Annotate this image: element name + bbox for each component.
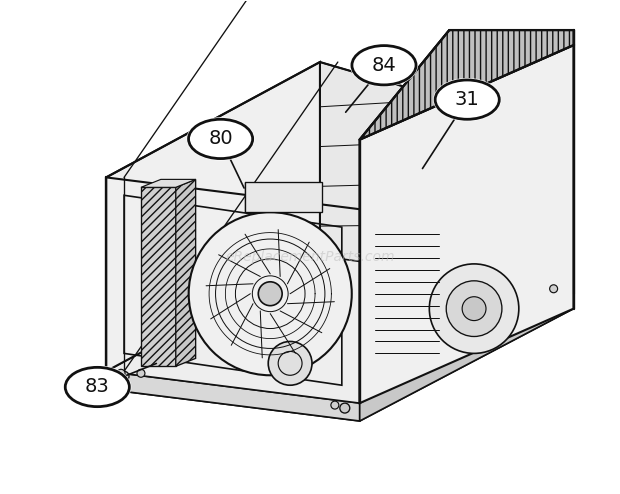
- Circle shape: [550, 285, 557, 293]
- Circle shape: [117, 370, 125, 377]
- Text: 80: 80: [208, 129, 233, 148]
- Circle shape: [137, 370, 145, 377]
- Ellipse shape: [352, 45, 416, 85]
- Polygon shape: [106, 371, 360, 421]
- Circle shape: [259, 282, 282, 306]
- Ellipse shape: [65, 368, 130, 407]
- Polygon shape: [246, 182, 322, 212]
- Circle shape: [188, 212, 352, 375]
- Text: 31: 31: [455, 90, 480, 109]
- Polygon shape: [106, 256, 574, 403]
- Ellipse shape: [187, 117, 255, 161]
- Text: 84: 84: [371, 56, 396, 75]
- Circle shape: [429, 264, 519, 353]
- Polygon shape: [320, 62, 450, 294]
- Polygon shape: [141, 187, 175, 367]
- Polygon shape: [141, 179, 196, 187]
- Polygon shape: [360, 291, 574, 421]
- Polygon shape: [360, 45, 574, 403]
- Polygon shape: [360, 30, 450, 403]
- Ellipse shape: [350, 43, 418, 87]
- Polygon shape: [106, 62, 320, 371]
- Circle shape: [462, 297, 486, 321]
- Polygon shape: [360, 30, 574, 140]
- Circle shape: [119, 371, 129, 381]
- Circle shape: [340, 403, 350, 413]
- Circle shape: [331, 401, 339, 409]
- Ellipse shape: [188, 119, 253, 159]
- Text: eReplacementParts.com: eReplacementParts.com: [225, 250, 395, 264]
- Polygon shape: [175, 179, 196, 367]
- Circle shape: [446, 281, 502, 336]
- Ellipse shape: [63, 366, 131, 409]
- Circle shape: [268, 341, 312, 385]
- Ellipse shape: [433, 78, 501, 121]
- Ellipse shape: [435, 80, 499, 119]
- Circle shape: [557, 283, 567, 293]
- Text: 83: 83: [85, 377, 110, 397]
- Polygon shape: [106, 274, 574, 421]
